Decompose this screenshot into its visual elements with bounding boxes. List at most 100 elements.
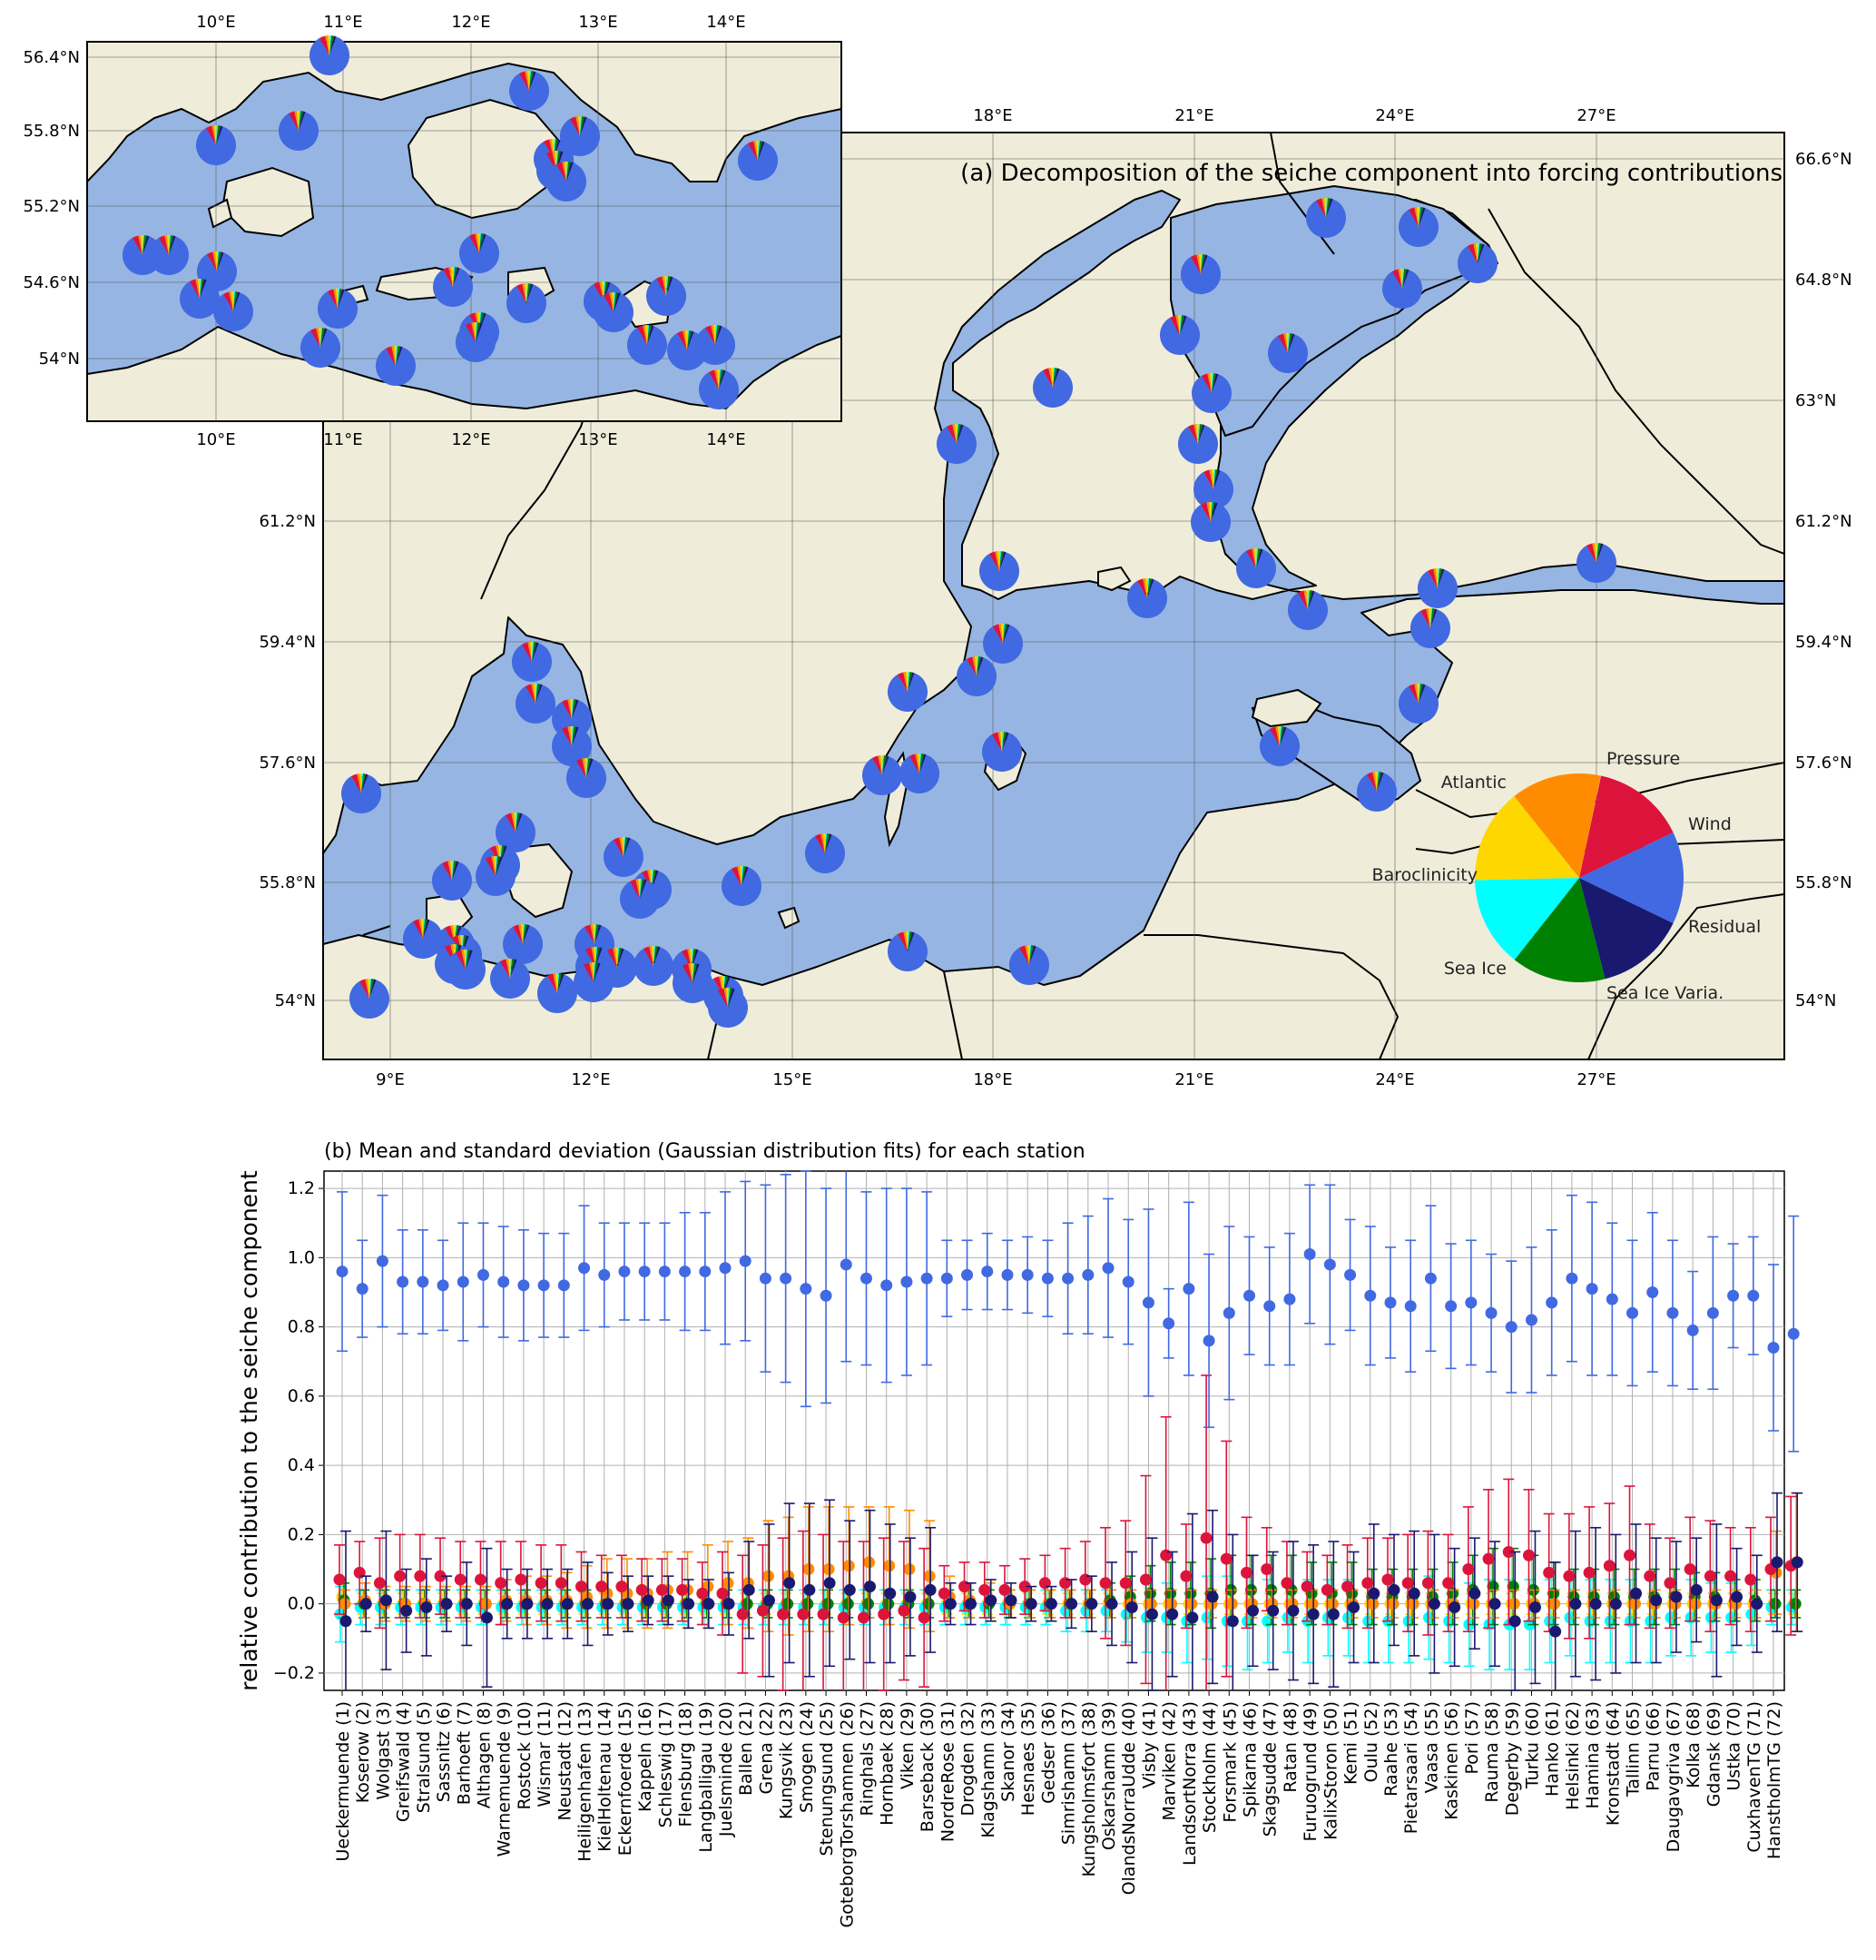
pie-wedge-atlantic [448, 267, 453, 287]
mean-point [1624, 1549, 1636, 1561]
main-lon-tick-bottom: 9°E [376, 1070, 405, 1089]
pie-wedge-residual [1003, 624, 1010, 644]
inset-lon-tick-bottom: 12°E [451, 430, 490, 449]
station-pie [496, 813, 536, 853]
pie-wedge-sea-ice [666, 276, 669, 296]
station-pie [1399, 207, 1439, 248]
mean-point [1744, 1573, 1757, 1586]
pie-wedge-sea-ice [1419, 207, 1421, 227]
pie-wedge-pressure [704, 325, 715, 345]
mean-point [1428, 1598, 1440, 1610]
pie-wedge-atlantic [1207, 373, 1212, 393]
legend-label-pressure: Pressure [1606, 749, 1680, 769]
station-x-label: Heiligenhafen (13) [575, 1701, 595, 1862]
pie-wedge-sea-ice-varia- [200, 279, 204, 299]
pie-wedge-residual [1430, 608, 1438, 628]
pie-wedge-atlantic [995, 551, 999, 571]
pie-wedge-sea-ice [595, 947, 598, 967]
pie-wedge-sea-ice [466, 950, 468, 970]
pie-wedge-pressure [1042, 368, 1053, 388]
mean-point [1666, 1306, 1679, 1319]
pie-wedge-atlantic [212, 251, 217, 271]
pie-wedge-wind [699, 370, 740, 409]
pie-wedge-atlantic [649, 946, 653, 966]
pie-wedge-pressure [468, 233, 479, 253]
pie-wedge-atlantic [527, 642, 532, 662]
pie-wedge-wind [673, 964, 713, 1003]
station-x-label: Gdansk (69) [1704, 1701, 1724, 1807]
pie-wedge-sea-ice-varia- [142, 235, 147, 255]
pie-wedge-residual [479, 233, 486, 253]
inset-station-pie [376, 346, 416, 386]
pie-wedge-baroclinicity [1400, 269, 1403, 289]
pie-wedge-sea-ice-varia- [369, 979, 374, 999]
mean-point [1223, 1306, 1235, 1319]
pie-wedge-baroclinicity [612, 292, 614, 312]
pie-wedge-atlantic [1252, 548, 1256, 568]
pie-wedge-sea-ice-varia- [687, 330, 692, 350]
station-x-label: HanstholmTG (72) [1764, 1701, 1784, 1859]
station-pie [983, 623, 1024, 664]
inset-map: 10°E 10°E 11°E 11°E 12°E 12°E 13°E 13°E 14°E 14°E… [23, 13, 842, 449]
pie-wedge-baroclinicity [565, 162, 567, 182]
pie-wedge-wind [566, 759, 606, 799]
mean-point [903, 1563, 916, 1576]
main-lon-tick-top: 18°E [973, 106, 1012, 125]
pie-wedge-sea-ice [142, 235, 145, 255]
pie-wedge-residual [572, 726, 579, 746]
mean-point [515, 1573, 527, 1586]
inset-lon-tick-top: 10°E [196, 13, 235, 32]
legend-label-sea-ice: Sea Ice [1444, 959, 1507, 979]
pie-wedge-pressure [1201, 373, 1212, 393]
mean-point [1082, 1268, 1095, 1281]
station-pie [1457, 243, 1498, 284]
pie-wedge-baroclinicity [508, 959, 511, 979]
mean-point [1281, 1577, 1293, 1590]
pie-wedge-residual [742, 866, 749, 886]
mean-point [1791, 1556, 1803, 1569]
pie-wedge-atlantic [211, 125, 216, 145]
pie-wedge-residual [728, 988, 735, 1008]
pie-wedge-sea-ice-varia- [496, 856, 500, 876]
pie-wedge-sea-ice [1053, 368, 1056, 388]
inset-lat-tick: 56.4°N [23, 48, 80, 67]
pie-wedge-baroclinicity [1027, 945, 1030, 965]
mean-point [595, 1581, 608, 1593]
mean-point [1206, 1591, 1219, 1603]
mean-point [1468, 1587, 1481, 1600]
mean-point [1644, 1570, 1656, 1582]
mean-point [1005, 1594, 1017, 1607]
pie-wedge-sea-ice-varia- [1002, 732, 1007, 752]
pie-wedge-baroclinicity [570, 698, 573, 719]
pie-wedge-residual [510, 959, 517, 979]
pie-wedge-baroclinicity [1476, 243, 1478, 263]
station-x-label: Skagsudde (47) [1261, 1701, 1281, 1837]
pie-wedge-baroclinicity [421, 918, 424, 939]
mean-point [615, 1581, 628, 1593]
station-x-label: KalixStoron (50) [1321, 1701, 1341, 1840]
mean-point [397, 1275, 409, 1288]
mean-point [1220, 1552, 1233, 1565]
inset-station-pie [546, 162, 587, 202]
legend-wedge-residual [1579, 878, 1674, 980]
pie-wedge-atlantic [952, 424, 957, 444]
mean-point [1408, 1587, 1420, 1600]
pie-wedge-sea-ice-varia- [666, 276, 671, 296]
y-tick-label: 1.2 [288, 1178, 315, 1198]
pie-wedge-wind [552, 727, 592, 766]
pie-wedge-sea-ice [510, 959, 513, 979]
pie-wedge-residual [1308, 590, 1315, 610]
mean-point [1364, 1289, 1377, 1302]
mean-point [1731, 1591, 1743, 1603]
mean-point [820, 1289, 832, 1302]
pie-wedge-pressure [988, 551, 999, 571]
mean-point [1165, 1598, 1178, 1610]
pie-wedge-sea-ice [1288, 333, 1291, 353]
pie-wedge-pressure [525, 684, 535, 704]
pie-wedge-residual [1478, 243, 1485, 263]
station-x-label: Eckernfoerde (15) [615, 1701, 635, 1856]
pie-wedge-pressure [1297, 590, 1308, 610]
pie-wedge-atlantic [1275, 726, 1280, 746]
inset-station-pie [506, 283, 546, 324]
station-pie [403, 918, 444, 960]
